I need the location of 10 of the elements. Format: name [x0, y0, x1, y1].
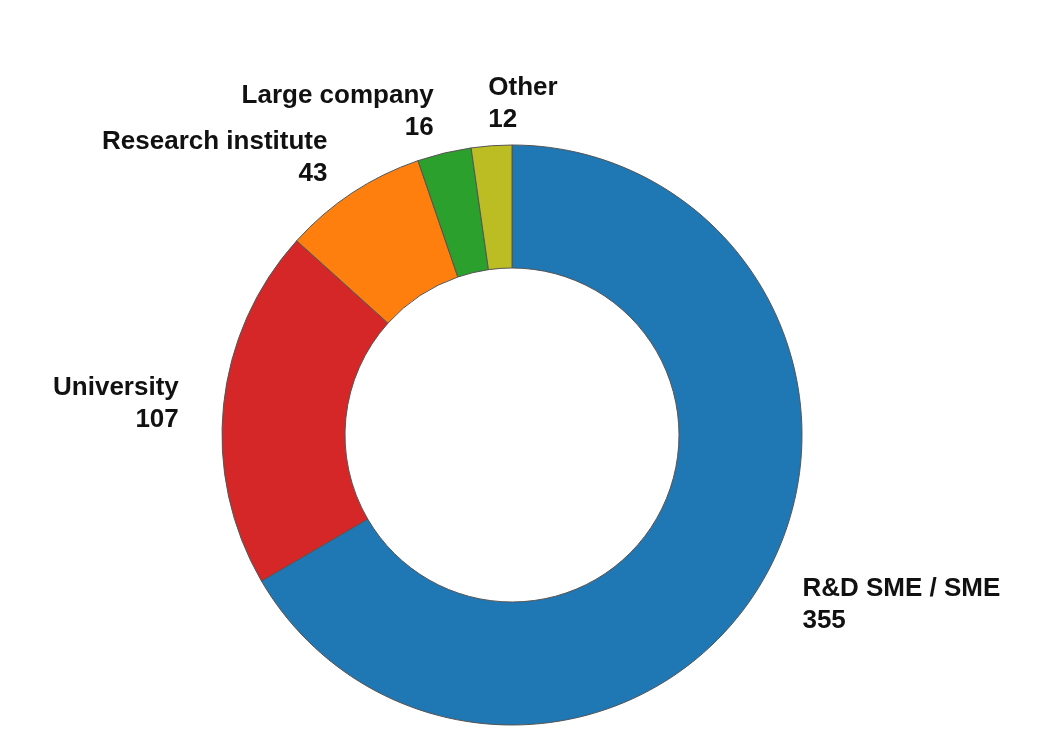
slice-label: Large company	[241, 79, 435, 110]
data-label: 16	[404, 111, 434, 142]
data-label: 355	[802, 603, 846, 634]
data-label: 12	[488, 102, 518, 133]
slice-label: University	[53, 370, 180, 401]
slice-label: R&D SME / SME	[802, 571, 1001, 602]
slice-label: Research institute	[102, 125, 328, 156]
data-label: 43	[298, 157, 328, 188]
slice-label: Other	[488, 70, 558, 101]
data-label: 107	[135, 402, 179, 433]
